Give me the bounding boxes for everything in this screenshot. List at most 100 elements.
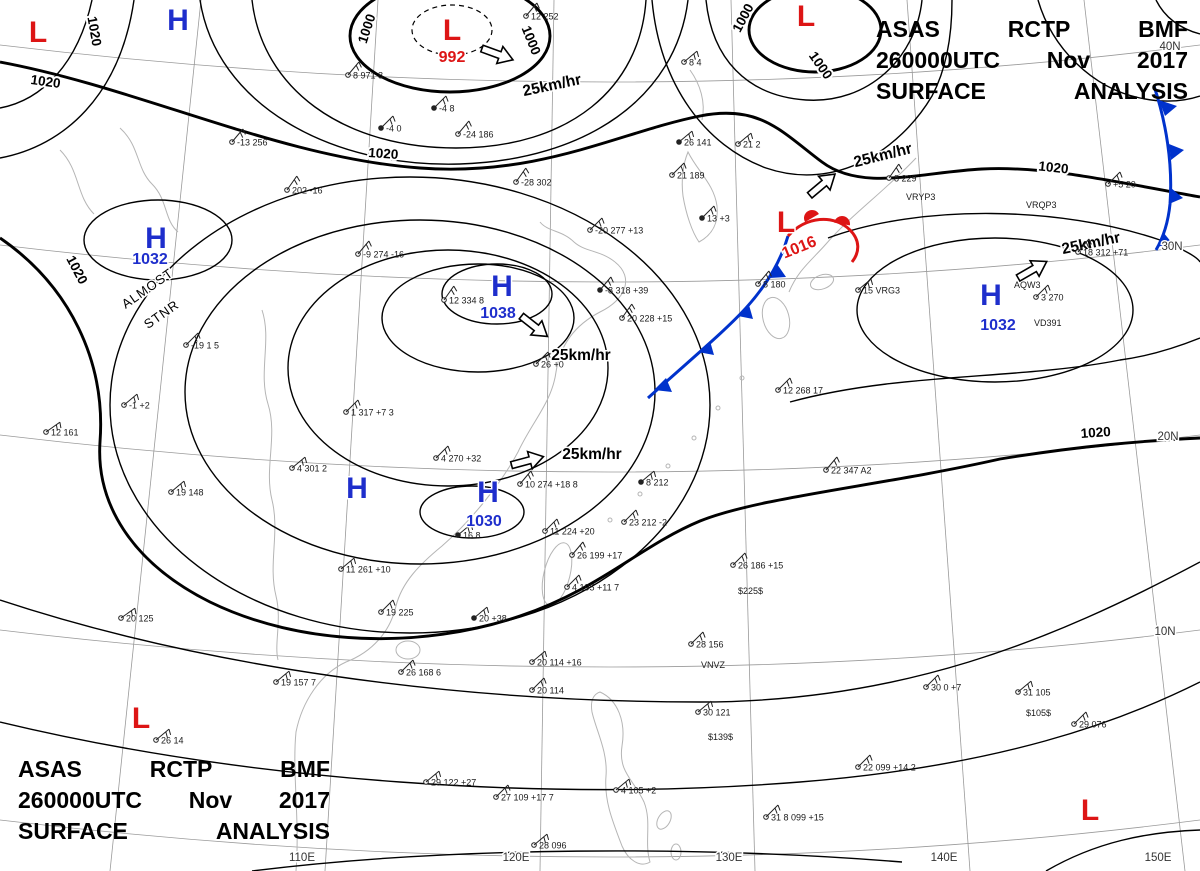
isobar-label: 1020 [1080,424,1111,441]
wind-barb-icon [123,393,140,406]
station-data: 1 317 +7 3 [351,408,394,418]
coastline-liaodong [539,221,616,263]
fronts [646,85,1184,400]
station-data: 8 180 [763,280,786,290]
coastline-ryukyu [637,491,643,497]
station-data: 30 0 +7 [931,683,961,693]
isobar-label: 1000 [355,12,379,45]
station-data: 30 121 [703,708,731,718]
chart-title-bottom-left: ASAS RCTP BMF 260000UTC Nov 2017 SURFACE ANAL… [18,754,330,847]
river-line [59,149,95,215]
high-pressure-center: H [346,472,368,505]
wind-barb-icon [345,399,361,413]
pressure-value: 1038 [480,305,516,322]
river-line [119,127,179,233]
wind-barb-icon [640,470,657,483]
station-data: 8 971 8 [353,71,383,81]
station-code: $139$ [708,732,733,742]
station-data: 22 099 +14 2 [863,763,916,773]
isobar-line [651,0,953,176]
station-data: 23 212 -2 [629,518,667,528]
wind-barb-icon [925,674,941,688]
low-pressure-center: L [132,702,150,735]
coastline-ryukyu [607,517,613,523]
longitude-label: 110E [289,852,315,864]
station-data: 20 125 [126,614,154,624]
speed-label: 25km/hr [551,347,610,364]
wind-barb-icon [380,115,396,129]
wind-barb-icon [457,120,472,135]
isobar-label: 1020 [1038,158,1069,176]
wind-barb-icon [435,445,451,459]
isobar-label: 1020 [63,253,90,287]
wind-barb-icon [701,205,717,219]
station-data: 11 224 +20 [550,527,595,537]
wind-barb-icon [457,523,474,536]
longitude-label: 140E [931,852,958,864]
wind-barb-icon [589,217,605,231]
wind-barb-icon [757,270,772,285]
wind-arrow [1015,259,1049,283]
chart-type: SURFACE ANALYSIS [18,817,330,844]
station-data: -19 1 5 [191,341,219,351]
isobar-line [0,561,1200,703]
station-data: 10 274 +18 8 [525,480,578,490]
station-code: VD391 [1034,318,1062,328]
wind-barb-icon [380,599,396,613]
station-data: -4 0 [386,124,402,134]
speed-label: 25km/hr [852,140,914,171]
station-data: 28 096 [539,841,567,851]
coastline-ryukyu [665,463,671,469]
wind-arrow [806,173,837,200]
high-pressure-center: H [477,476,499,509]
station-data: 4 301 2 [297,464,327,474]
parallel-line [0,244,1200,283]
cold-front-triangle-icon [1157,232,1172,247]
low-pressure-center: L [1081,794,1099,827]
isobar-line [251,0,647,149]
isobar-line [0,0,93,109]
wind-barb-icon [888,163,903,179]
wind-barb-icon [683,50,700,63]
cold-front-triangle-icon [770,264,786,278]
wind-barb-icon [519,470,534,485]
station-code: VRQP3 [1026,200,1057,210]
station-data: 202 -16 [292,186,323,196]
meridian-line [539,0,555,871]
isobar-label: 1020 [30,72,62,91]
chart-datetime: 260000UTC Nov 2017 [18,786,330,813]
isobar-1024 [109,176,711,634]
isobar-line [1155,0,1200,35]
chart-id: ASAS RCTP BMF [876,16,1188,42]
pressure-value: 992 [439,49,466,66]
movement-arrow-icon [1015,259,1049,283]
station-data: 26 168 6 [406,668,441,678]
wind-barb-icon [825,456,840,471]
wind-arrow [479,44,515,65]
wind-barb-icon [170,480,187,493]
high-pressure-center: H [491,270,513,303]
cold-front-triangle-icon [654,378,672,392]
wind-barb-icon [857,754,873,768]
station-data: -28 302 [521,178,552,188]
meridian-line [324,0,379,871]
isobar-line [251,850,903,871]
chart-type: SURFACE ANALYSIS [876,78,1188,105]
low-pressure-center: L [443,14,461,47]
station-data: 31 8 099 +15 [771,813,824,823]
station-data: 16 8 [463,531,481,541]
station-code: VRYP3 [906,192,935,202]
station-data: 8 229 [894,174,917,184]
wind-barb-icon [737,132,754,145]
station-data: -1 +2 [129,401,150,411]
low-pressure-center: L [29,16,47,49]
station-data: -13 256 [237,138,268,148]
isobar-line [1037,0,1200,102]
coastline-island [656,810,672,830]
chart-datetime: 260000UTC Nov 2017 [876,47,1188,74]
pressure-value: 1032 [980,317,1016,334]
station-data: 19 225 [386,608,414,618]
warm-front-line [786,217,860,263]
wind-barb-icon [531,650,548,663]
